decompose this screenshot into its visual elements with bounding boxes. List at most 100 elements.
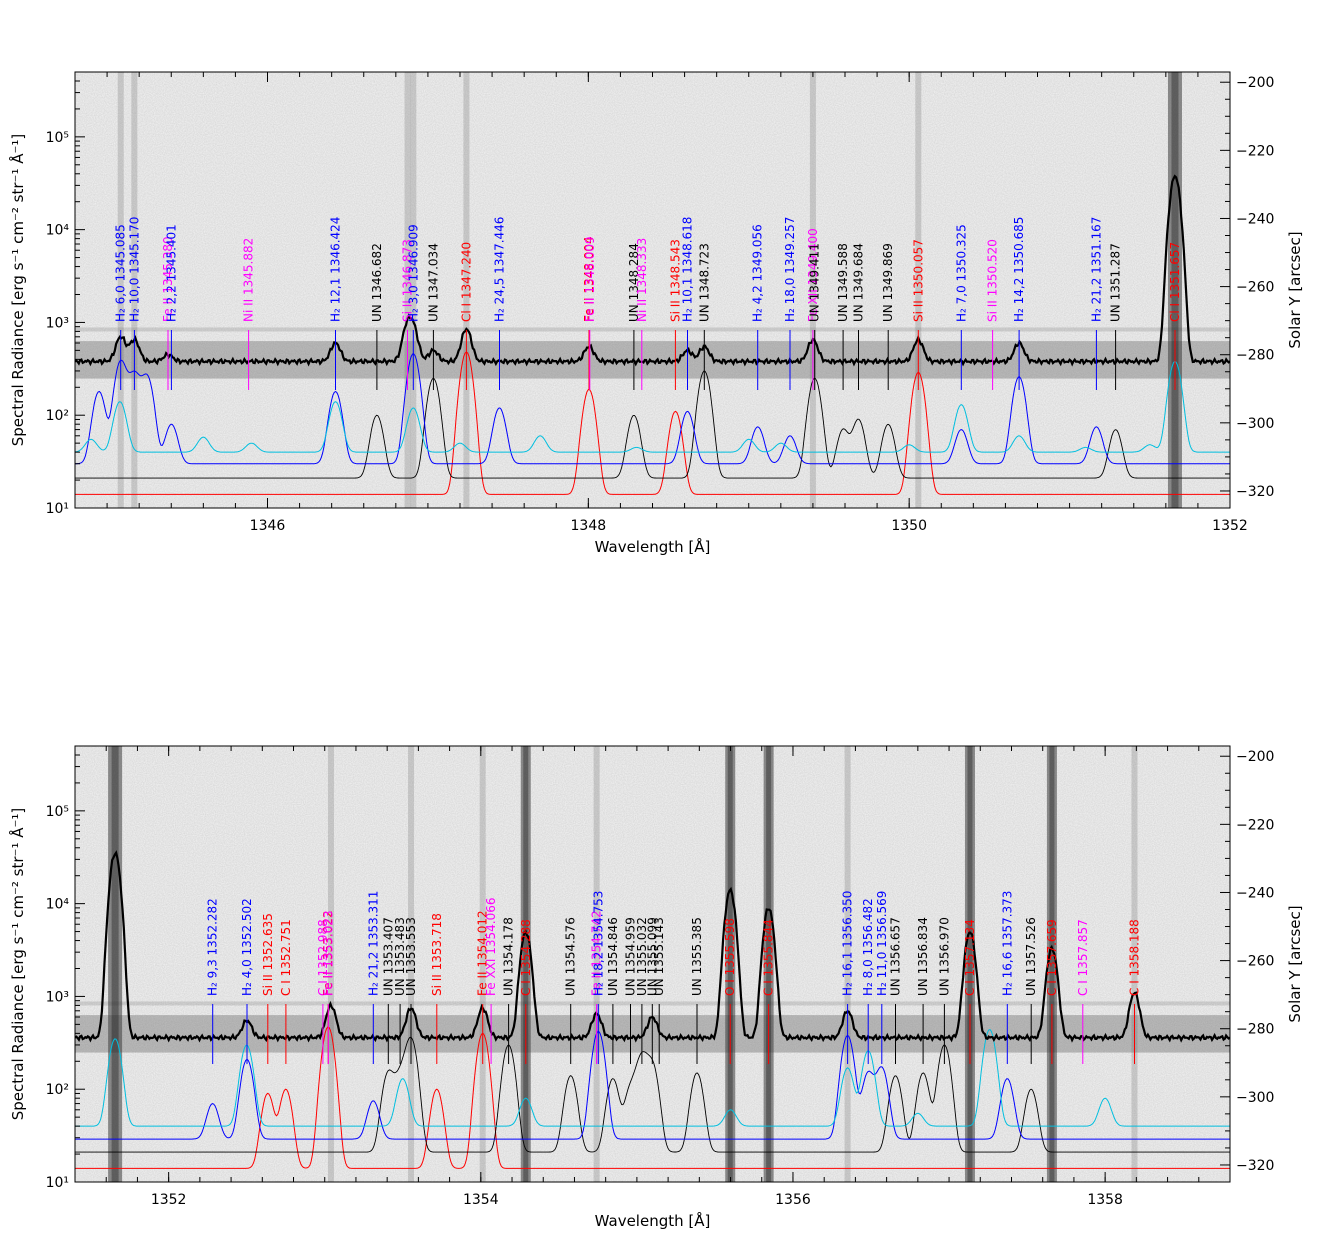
- spectrogram-line-streak: [327, 746, 334, 1182]
- y2-tick-label: −240: [1236, 211, 1274, 227]
- annotation-label: UN 1348.723: [697, 243, 711, 322]
- line-annotations: H₂ 6,0 1345.085 H₂ 10,0 1345.170 Fe II 134…: [114, 217, 1182, 390]
- x-tick-label: 1352: [1212, 518, 1248, 534]
- y-axis-label: Spectral Radiance [erg s⁻¹ cm⁻² str⁻¹ Å⁻…: [8, 134, 27, 447]
- spectrogram-line-streak: [593, 746, 600, 1182]
- y2-axis-label: Solar Y [arcsec]: [1286, 231, 1304, 348]
- x-tick-label: 1352: [151, 1192, 187, 1208]
- spectrogram-line-streak: [915, 72, 922, 508]
- spectrogram-line-streak: [1131, 746, 1138, 1182]
- y-tick-label: 10⁵: [46, 130, 69, 146]
- x-tick-label: 1358: [1087, 1192, 1123, 1208]
- annotation-label: UN 1355.032: [635, 917, 649, 996]
- annotation-label: UN 1353.553: [404, 917, 418, 996]
- annotation-label: H₂ 10,0 1345.170: [127, 217, 141, 322]
- y2-tick-label: −300: [1236, 416, 1274, 432]
- line-annotations: H₂ 9,3 1352.282 H₂ 4,0 1352.502 Si II 1352…: [206, 891, 1142, 1064]
- spectrogram-background: [75, 72, 1230, 508]
- annotation-label: UN 1356.970: [937, 917, 951, 996]
- spectrogram-line-streak: [479, 746, 486, 1182]
- spectrogram-line-core: [727, 746, 733, 1182]
- spectrogram-line-streak: [844, 746, 851, 1182]
- y-tick-label: 10²: [46, 1082, 69, 1098]
- annotation-label: UN 1351.287: [1109, 243, 1123, 322]
- annotation-label: UN 1356.657: [889, 917, 903, 996]
- spectrogram-line-core: [1049, 746, 1055, 1182]
- annotation-label: C I 1357.857: [1076, 919, 1090, 996]
- spectrogram-background: [75, 746, 1230, 1182]
- annotation-label: Si II 1346.873: [401, 239, 415, 322]
- spectrogram-line-streak: [1046, 746, 1057, 1182]
- annotation-label: C I 1354.288: [519, 919, 533, 996]
- annotation-label: UN 1349.588: [836, 243, 850, 322]
- spectrogram-line-streak: [463, 72, 470, 508]
- spectrogram-line-core: [967, 746, 973, 1182]
- x-axis-label: Wavelength [Å]: [595, 537, 711, 556]
- annotation-label: UN 1355.143: [652, 917, 666, 996]
- annotation-label: H₂ 11,0 1356.569: [875, 891, 889, 996]
- y2-tick-label: −280: [1236, 1022, 1274, 1038]
- annotation-label: Fe II 1348.009: [583, 236, 597, 322]
- spectrogram-line-streak: [809, 72, 816, 508]
- strong-spectrum-line: [75, 1026, 1230, 1169]
- annotation-label: Si II 1348.543: [668, 239, 682, 322]
- spectrogram-line-core: [111, 746, 119, 1182]
- annotation-label: C I 1358.188: [1128, 919, 1142, 996]
- annotation-label: Fe II 1353.022: [321, 910, 335, 996]
- annotation-label: H₂ 21,2 1351.167: [1089, 217, 1103, 322]
- annotation-label: C I 1352.751: [279, 919, 293, 996]
- annotation-label: UN 1348.284: [627, 243, 641, 322]
- spectrogram-line-streak: [108, 746, 123, 1182]
- annotation-label: UN 1349.411: [808, 243, 822, 322]
- y-tick-label: 10⁴: [46, 223, 70, 239]
- axes: 1352 1354 1356 1358 10¹ 10² 10³ 10⁴ 10⁵ −320 −300 −…: [8, 745, 1304, 1230]
- annotation-label: Fe XII 1349.400: [806, 228, 820, 322]
- annotation-label: UN 1353.483: [393, 917, 407, 996]
- y2-tick-label: −320: [1236, 484, 1274, 500]
- annotation-label: H₂ 12,1 1346.424: [329, 217, 343, 322]
- annotation-label: H₂ 7,0 1350.325: [954, 224, 968, 322]
- x-tick-label: 1354: [463, 1192, 499, 1208]
- annotation-label: Si II 1350.520: [986, 239, 1000, 322]
- y2-axis-label: Solar Y [arcsec]: [1286, 905, 1304, 1022]
- annotation-label: C I 1352.988: [316, 919, 330, 996]
- x-tick-label: 1356: [775, 1192, 811, 1208]
- x-tick-label: 1346: [250, 518, 286, 534]
- spectrogram-line-streak: [410, 72, 417, 508]
- annotation-label: H₂ 18,0 1349.257: [783, 217, 797, 322]
- spectrogram-line-core: [523, 746, 529, 1182]
- annotation-label: Si II 1350.057: [911, 239, 925, 322]
- annotation-label: O I 1355.598: [723, 918, 737, 996]
- x-tick-label: 1350: [891, 518, 927, 534]
- bottom-spectrum-panel: H₂ 9,3 1352.282 H₂ 4,0 1352.502 Si II 1352…: [8, 745, 1304, 1230]
- model-spectrum-line: [75, 1029, 1230, 1127]
- annotation-label: H₂ 4,2 1349.056: [751, 224, 765, 322]
- annotation-label: H₂ 3,0 1346.909: [406, 224, 420, 322]
- spectrogram-line-streak: [131, 72, 138, 508]
- y-tick-label: 10¹: [46, 1175, 69, 1191]
- y2-tick-label: −320: [1236, 1158, 1274, 1174]
- annotation-label: H₂ 2,2 1345.401: [164, 224, 178, 322]
- unidentified-spectrum-line: [75, 370, 1230, 479]
- spectrogram-line-streak: [725, 746, 736, 1182]
- annotation-label: Fe II 1354.742: [590, 910, 604, 996]
- annotation-label: Cl I 1351.657: [1168, 242, 1182, 322]
- spectrogram-line-streak: [964, 746, 975, 1182]
- spectrogram-line-core: [1171, 72, 1179, 508]
- annotation-label: C I 1357.134: [963, 919, 977, 996]
- annotation-label: UN 1347.034: [426, 243, 440, 322]
- annotation-label: Fe XXI 1354.066: [484, 898, 498, 997]
- spectrogram-line-core: [766, 746, 772, 1182]
- y2-tick-label: −200: [1236, 75, 1274, 91]
- annotation-label: UN 1355.385: [690, 917, 704, 996]
- annotation-label: H₂ 16,1 1356.350: [841, 891, 855, 996]
- annotation-label: UN 1357.526: [1024, 917, 1038, 996]
- spectrogram-line-streak: [763, 746, 774, 1182]
- annotation-label: Si II 1353.718: [430, 913, 444, 996]
- y2-tick-label: −300: [1236, 1090, 1274, 1106]
- annotation-label: Fe II 1353.023: [321, 910, 335, 996]
- observed-spectrum-line: [75, 174, 1230, 367]
- top-spectrum-panel: H₂ 6,0 1345.085 H₂ 10,0 1345.170 Fe II 134…: [8, 71, 1304, 556]
- annotation-label: Fe II 1348.004: [582, 236, 596, 322]
